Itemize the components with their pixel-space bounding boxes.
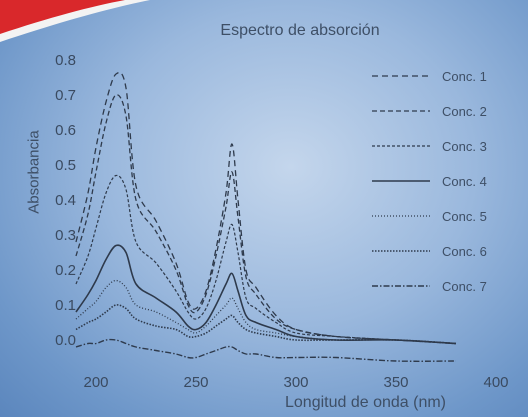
legend-label-7: Conc. 7	[442, 279, 487, 294]
y-axis-ticks: 0.0 0.1 0.2 0.3 0.4 0.5 0.6 0.7 0.8	[55, 52, 76, 349]
legend: Conc. 1 Conc. 2 Conc. 3 Conc. 4 Conc. 5 Conc.…	[372, 69, 487, 294]
chart-title: Espectro de absorción	[220, 22, 380, 39]
x-axis-ticks: 200 250 300 350 400	[83, 374, 508, 391]
series-line-3	[75, 174, 457, 345]
legend-label-5: Conc. 5	[442, 209, 487, 224]
y-tick-label: 0.8	[55, 52, 76, 69]
y-tick-label: 0.0	[55, 332, 76, 349]
legend-label-1: Conc. 1	[442, 69, 487, 84]
series-line-5	[75, 279, 457, 345]
legend-label-6: Conc. 6	[442, 244, 487, 259]
series-line-1	[75, 71, 457, 345]
legend-label-4: Conc. 4	[442, 174, 487, 189]
series-line-4	[75, 244, 457, 345]
x-tick-label: 350	[383, 374, 408, 391]
x-tick-label: 300	[283, 374, 308, 391]
y-tick-label: 0.6	[55, 122, 76, 139]
x-tick-label: 250	[183, 374, 208, 391]
y-tick-label: 0.3	[55, 227, 76, 244]
legend-label-2: Conc. 2	[442, 104, 487, 119]
x-tick-label: 200	[83, 374, 108, 391]
series-line-2	[75, 94, 457, 345]
series-line-7	[75, 338, 457, 362]
y-tick-label: 0.2	[55, 262, 76, 279]
x-tick-label: 400	[483, 374, 508, 391]
series-line-6	[75, 304, 457, 345]
corner-ribbon-red	[0, 0, 125, 34]
y-tick-label: 0.1	[55, 297, 76, 314]
series-lines	[75, 71, 457, 362]
legend-label-3: Conc. 3	[442, 139, 487, 154]
y-tick-label: 0.5	[55, 157, 76, 174]
x-axis-label: Longitud de onda (nm)	[285, 394, 446, 411]
y-tick-label: 0.4	[55, 192, 76, 209]
y-tick-label: 0.7	[55, 87, 76, 104]
